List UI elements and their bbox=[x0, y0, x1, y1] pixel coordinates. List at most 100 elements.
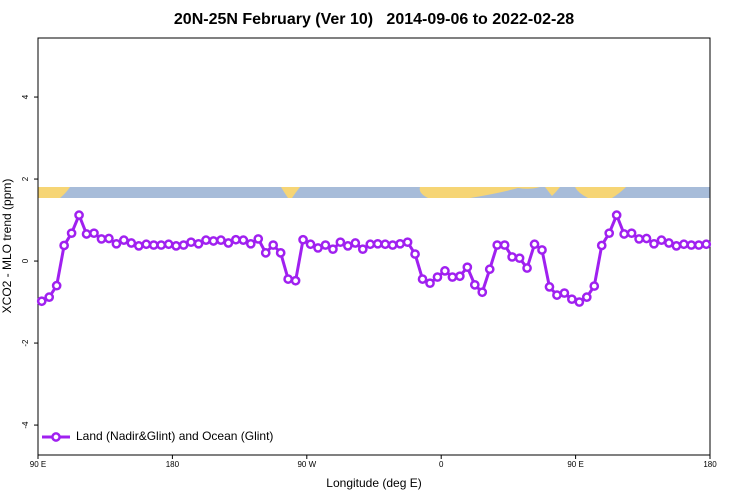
chart-title: 20N-25N February (Ver 10) 2014-09-06 to … bbox=[174, 11, 574, 28]
data-point bbox=[216, 235, 226, 245]
land-patch bbox=[281, 187, 300, 198]
data-point bbox=[208, 236, 219, 246]
data-point bbox=[604, 228, 615, 239]
data-point bbox=[178, 240, 189, 250]
y-tick-label: 0 bbox=[21, 258, 30, 263]
data-point bbox=[96, 234, 107, 244]
land-patch bbox=[38, 187, 70, 198]
data-point bbox=[51, 280, 62, 291]
land-patch bbox=[575, 187, 626, 198]
data-point bbox=[469, 279, 480, 290]
data-point bbox=[111, 238, 122, 249]
data-point bbox=[447, 272, 458, 282]
x-tick-label: 0 bbox=[439, 460, 444, 469]
x-tick-label: 90 W bbox=[297, 460, 316, 469]
data-point bbox=[544, 282, 555, 292]
data-point bbox=[141, 239, 152, 250]
land-patch bbox=[545, 187, 560, 196]
data-point bbox=[380, 239, 391, 250]
data-point bbox=[522, 263, 532, 273]
data-point bbox=[559, 288, 570, 298]
data-point bbox=[36, 296, 47, 307]
data-point bbox=[119, 235, 129, 245]
data-point bbox=[596, 240, 607, 251]
data-point bbox=[701, 239, 712, 250]
data-point bbox=[343, 241, 353, 251]
data-point bbox=[567, 294, 577, 305]
data-point bbox=[417, 274, 428, 284]
data-point bbox=[507, 252, 517, 262]
data-point bbox=[268, 240, 279, 250]
data-point bbox=[231, 234, 241, 245]
data-point bbox=[455, 271, 465, 282]
data-point bbox=[275, 248, 286, 258]
data-point bbox=[74, 210, 84, 220]
data-point bbox=[81, 229, 92, 239]
data-point bbox=[171, 241, 181, 251]
data-point bbox=[432, 272, 443, 282]
data-point bbox=[537, 245, 547, 255]
data-point bbox=[671, 241, 682, 251]
data-point bbox=[656, 235, 667, 245]
data-point bbox=[163, 239, 174, 250]
data-point bbox=[298, 234, 308, 245]
x-tick-label: 90 E bbox=[567, 460, 583, 469]
data-point bbox=[156, 240, 167, 250]
ocean-band bbox=[38, 187, 710, 198]
data-point bbox=[410, 249, 420, 259]
y-tick-label: -2 bbox=[21, 339, 30, 347]
data-point bbox=[589, 281, 600, 291]
data-point bbox=[365, 239, 376, 250]
legend-label: Land (Nadir&Glint) and Ocean (Glint) bbox=[76, 429, 273, 443]
data-point bbox=[514, 253, 525, 264]
data-point bbox=[484, 264, 495, 275]
data-point bbox=[320, 240, 331, 250]
data-point bbox=[357, 244, 368, 255]
data-point bbox=[283, 274, 293, 284]
data-point bbox=[126, 238, 137, 248]
data-point bbox=[66, 228, 77, 239]
data-point bbox=[193, 238, 204, 249]
data-point bbox=[372, 238, 383, 249]
data-point bbox=[253, 234, 264, 244]
data-point bbox=[679, 239, 689, 250]
data-point bbox=[634, 234, 644, 244]
data-point bbox=[686, 240, 697, 250]
data-point bbox=[440, 266, 450, 276]
data-point bbox=[238, 235, 249, 245]
data-point bbox=[552, 290, 562, 300]
data-point bbox=[290, 275, 301, 286]
data-point bbox=[402, 237, 413, 248]
data-point bbox=[148, 240, 159, 250]
data-point bbox=[59, 240, 69, 251]
x-tick-label: 180 bbox=[166, 460, 180, 469]
data-point bbox=[104, 233, 114, 244]
data-point bbox=[133, 241, 144, 251]
x-tick-label: 90 E bbox=[30, 460, 46, 469]
data-point bbox=[44, 292, 55, 302]
data-point bbox=[335, 237, 346, 248]
data-point bbox=[499, 240, 510, 250]
data-point bbox=[619, 229, 629, 239]
data-point bbox=[350, 238, 361, 248]
y-tick-label: -4 bbox=[21, 421, 30, 429]
data-point bbox=[641, 233, 652, 244]
data-point bbox=[305, 239, 316, 250]
data-point bbox=[477, 287, 488, 298]
data-point bbox=[492, 240, 503, 250]
x-axis-title: Longitude (deg E) bbox=[326, 476, 421, 490]
data-point bbox=[260, 248, 271, 258]
map-strip bbox=[38, 187, 710, 198]
data-point bbox=[529, 239, 540, 250]
land-patch bbox=[419, 187, 540, 198]
data-point bbox=[693, 240, 704, 250]
data-line bbox=[41, 211, 707, 304]
data-point bbox=[649, 238, 659, 249]
data-point bbox=[425, 278, 435, 289]
data-point bbox=[626, 228, 637, 239]
data-point bbox=[245, 238, 256, 249]
data-point bbox=[581, 292, 592, 302]
data-point bbox=[201, 235, 211, 245]
x-tick-label: 180 bbox=[703, 460, 717, 469]
